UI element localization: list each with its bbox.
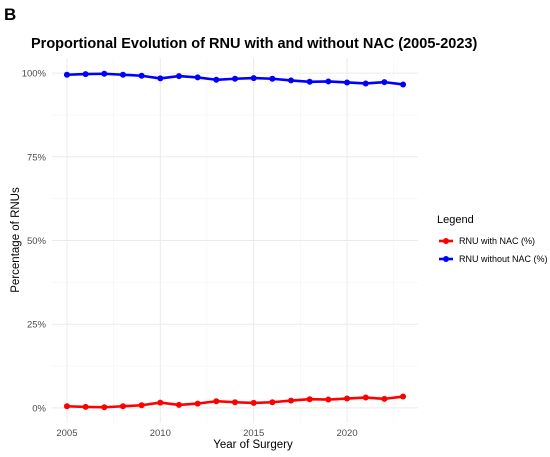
series-rnu-without-nac	[63, 70, 407, 88]
series-rnu-with-nac	[63, 393, 407, 411]
data-point	[232, 75, 238, 82]
y-tick-label: 75%	[27, 152, 47, 163]
y-axis-title: Percentage of RNUs	[10, 187, 22, 293]
data-point	[232, 399, 238, 406]
data-point	[306, 78, 313, 85]
data-point	[175, 73, 182, 80]
data-point	[157, 399, 164, 406]
y-axis-ticks: 0% 25% 50% 75% 100%	[22, 69, 47, 415]
x-tick-label: 2020	[336, 428, 357, 439]
data-point	[325, 396, 332, 403]
data-point	[362, 80, 369, 87]
data-point	[82, 403, 89, 410]
x-axis-title: Year of Surgery	[213, 439, 293, 451]
data-point	[138, 72, 145, 79]
data-point	[194, 74, 201, 81]
x-tick-label: 2015	[243, 428, 264, 439]
data-point	[288, 397, 295, 404]
legend-key-point	[443, 256, 449, 262]
data-point	[63, 403, 70, 410]
data-point	[344, 79, 351, 86]
data-point	[63, 71, 70, 78]
data-point	[101, 70, 108, 77]
x-tick-label: 2010	[150, 428, 171, 439]
data-point	[213, 76, 220, 83]
data-point	[119, 403, 126, 410]
data-point	[101, 404, 108, 411]
data-point	[344, 395, 351, 402]
data-point	[119, 71, 126, 78]
legend: Legend RNU with NAC (%) RNU without NAC (…	[437, 214, 548, 264]
grid	[52, 58, 418, 423]
data-point	[269, 75, 276, 82]
data-point	[194, 400, 201, 407]
data-point	[306, 396, 313, 403]
data-point	[400, 81, 407, 88]
y-tick-label: 0%	[32, 403, 46, 414]
data-point	[250, 75, 257, 82]
data-point	[325, 78, 332, 85]
legend-key-point	[443, 238, 449, 244]
plot-series	[63, 70, 407, 411]
data-point	[269, 399, 276, 406]
x-axis-ticks: 2005 2010 2015 2020	[56, 428, 357, 439]
data-point	[138, 402, 145, 409]
data-point	[362, 394, 369, 401]
legend-title: Legend	[437, 214, 474, 226]
data-point	[175, 401, 182, 408]
legend-label: RNU without NAC (%)	[459, 254, 548, 264]
data-point	[157, 75, 164, 82]
y-tick-label: 100%	[22, 69, 47, 80]
data-point	[288, 77, 295, 84]
chart-title: Proportional Evolution of RNU with and w…	[31, 36, 477, 52]
data-point	[213, 398, 220, 405]
data-point	[250, 399, 257, 406]
data-point	[82, 71, 89, 78]
data-point	[400, 393, 407, 400]
panel-label: B	[4, 5, 16, 24]
legend-label: RNU with NAC (%)	[459, 236, 535, 246]
data-point	[381, 395, 388, 402]
legend-item: RNU without NAC (%)	[439, 254, 548, 264]
x-tick-label: 2005	[56, 428, 77, 439]
data-point	[381, 79, 388, 86]
y-tick-label: 50%	[27, 236, 47, 247]
legend-item: RNU with NAC (%)	[439, 236, 535, 246]
y-tick-label: 25%	[27, 320, 47, 331]
legend-items: RNU with NAC (%) RNU without NAC (%)	[439, 236, 548, 264]
